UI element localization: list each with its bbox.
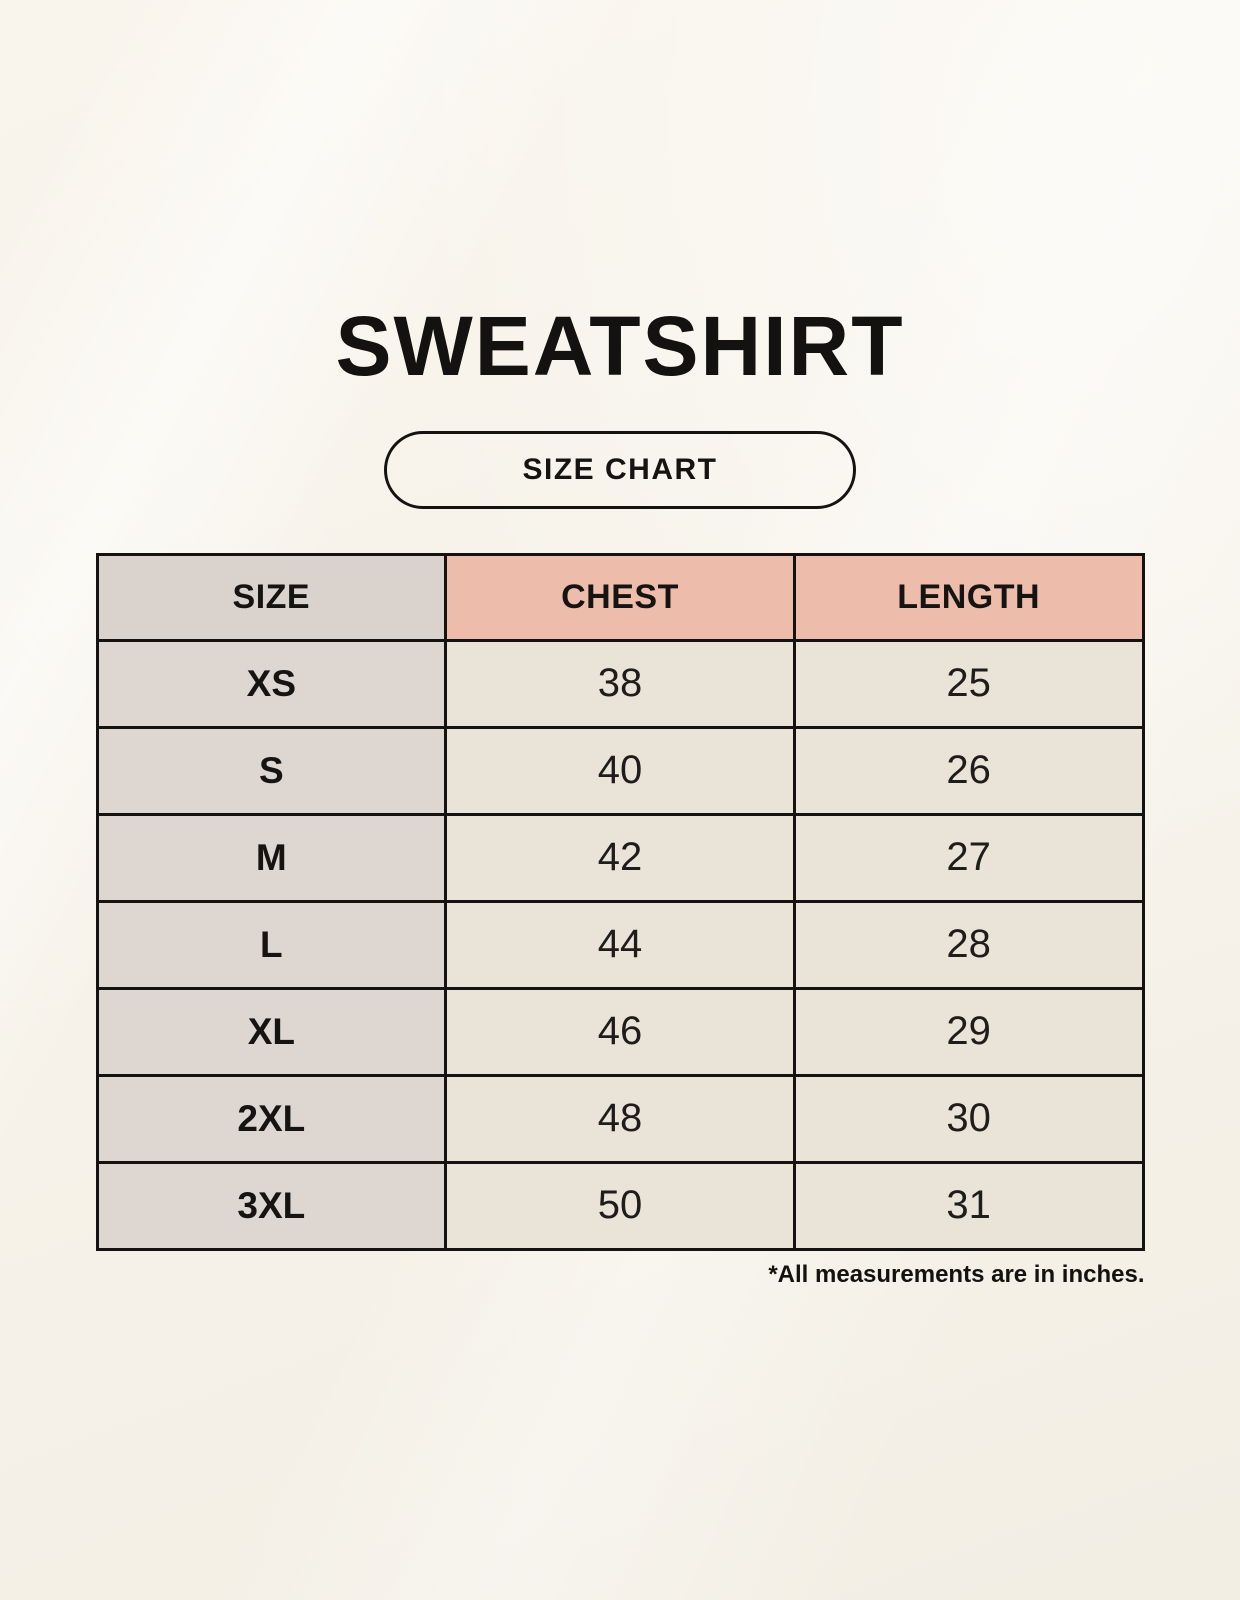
size-label: M (95, 812, 448, 903)
table-row-m: M 42 27 (95, 812, 1145, 903)
chest-value: 50 (444, 1160, 796, 1251)
size-label: XL (95, 986, 448, 1077)
size-label: L (95, 899, 448, 990)
size-table: SIZE CHEST LENGTH XS 38 25 S 40 26 M (95, 552, 1145, 1251)
chest-value: 42 (444, 812, 796, 903)
page-title: SWEATSHIRT (335, 299, 905, 393)
header-cell-size: SIZE (95, 552, 448, 642)
size-chart-badge-row: SIZE CHART (0, 430, 1240, 509)
table-row-2xl: 2XL 48 30 (95, 1073, 1145, 1164)
size-label: S (95, 725, 448, 816)
table-row-xl: XL 46 29 (95, 986, 1145, 1077)
length-value: 27 (792, 812, 1145, 903)
header-cell-length: LENGTH (792, 552, 1145, 642)
header-row: SIZE CHEST LENGTH (95, 552, 1145, 642)
size-label: XS (95, 638, 448, 729)
chest-value: 44 (444, 899, 796, 990)
length-value: 30 (792, 1073, 1145, 1164)
chest-value: 38 (444, 638, 796, 729)
size-table-container: SIZE CHEST LENGTH XS 38 25 S 40 26 M (95, 552, 1145, 1289)
length-value: 28 (792, 899, 1145, 990)
chest-value: 40 (444, 725, 796, 816)
size-chart-badge: SIZE CHART (384, 430, 856, 509)
table-row-l: L 44 28 (95, 899, 1145, 990)
size-table-header: SIZE CHEST LENGTH (95, 552, 1145, 642)
length-value: 26 (792, 725, 1145, 816)
length-value: 29 (792, 986, 1145, 1077)
table-row-s: S 40 26 (95, 725, 1145, 816)
measurements-footnote: *All measurements are in inches. (768, 1260, 1145, 1288)
size-label: 3XL (95, 1160, 448, 1251)
chest-value: 46 (444, 986, 796, 1077)
length-value: 25 (792, 638, 1145, 729)
size-table-body: XS 38 25 S 40 26 M 42 27 L 44 28 (95, 638, 1145, 1251)
chest-value: 48 (444, 1073, 796, 1164)
table-row-3xl: 3XL 50 31 (95, 1160, 1145, 1251)
size-label: 2XL (95, 1073, 448, 1164)
length-value: 31 (792, 1160, 1145, 1251)
table-row-xs: XS 38 25 (95, 638, 1145, 729)
header-cell-chest: CHEST (444, 552, 796, 642)
